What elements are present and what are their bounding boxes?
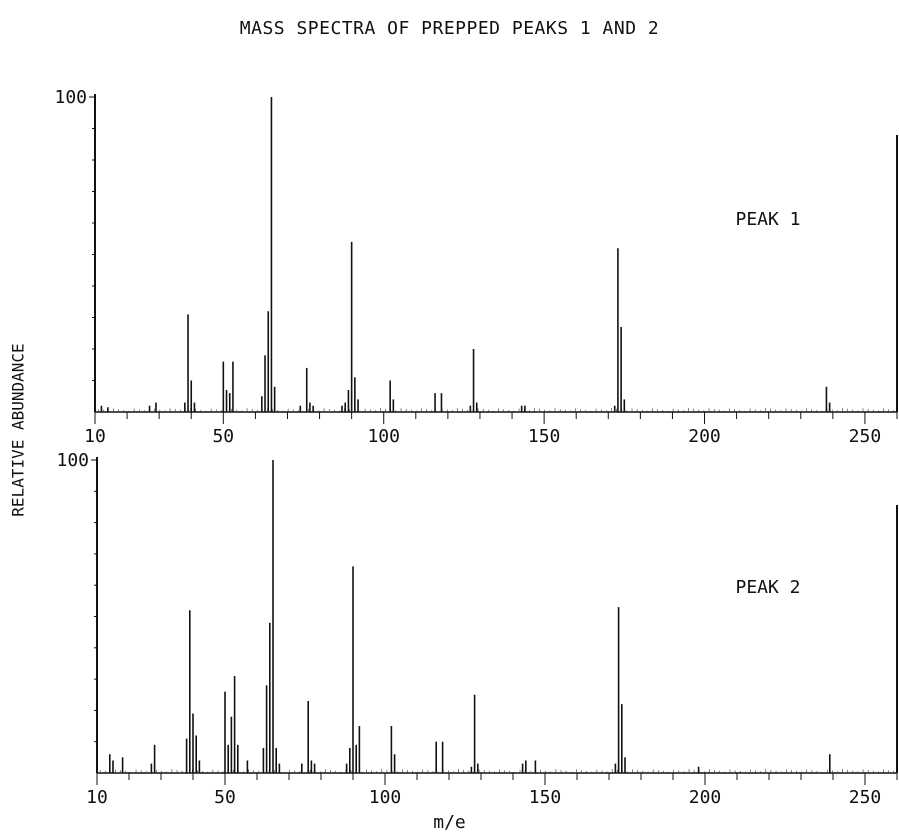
x-tick-label: 10 — [86, 787, 108, 808]
x-tick-label: 200 — [688, 426, 721, 447]
series-label: PEAK 1 — [735, 209, 800, 230]
x-tick-label: 100 — [369, 787, 402, 808]
x-tick-label: 10 — [84, 426, 106, 447]
series-label: PEAK 2 — [735, 577, 800, 598]
x-tick-label: 150 — [529, 787, 562, 808]
x-tick-label: 200 — [689, 787, 722, 808]
x-tick-label: 100 — [367, 426, 400, 447]
chart-title: MASS SPECTRA OF PREPPED PEAKS 1 AND 2 — [239, 18, 660, 39]
x-axis-label: m/e — [433, 812, 466, 833]
x-tick-label: 50 — [214, 787, 236, 808]
x-tick-label: 250 — [849, 787, 882, 808]
y-tick-label: 100 — [54, 87, 87, 108]
x-tick-label: 150 — [528, 426, 561, 447]
y-tick-label: 100 — [56, 450, 89, 471]
x-tick-label: 250 — [849, 426, 882, 447]
x-tick-label: 50 — [212, 426, 234, 447]
